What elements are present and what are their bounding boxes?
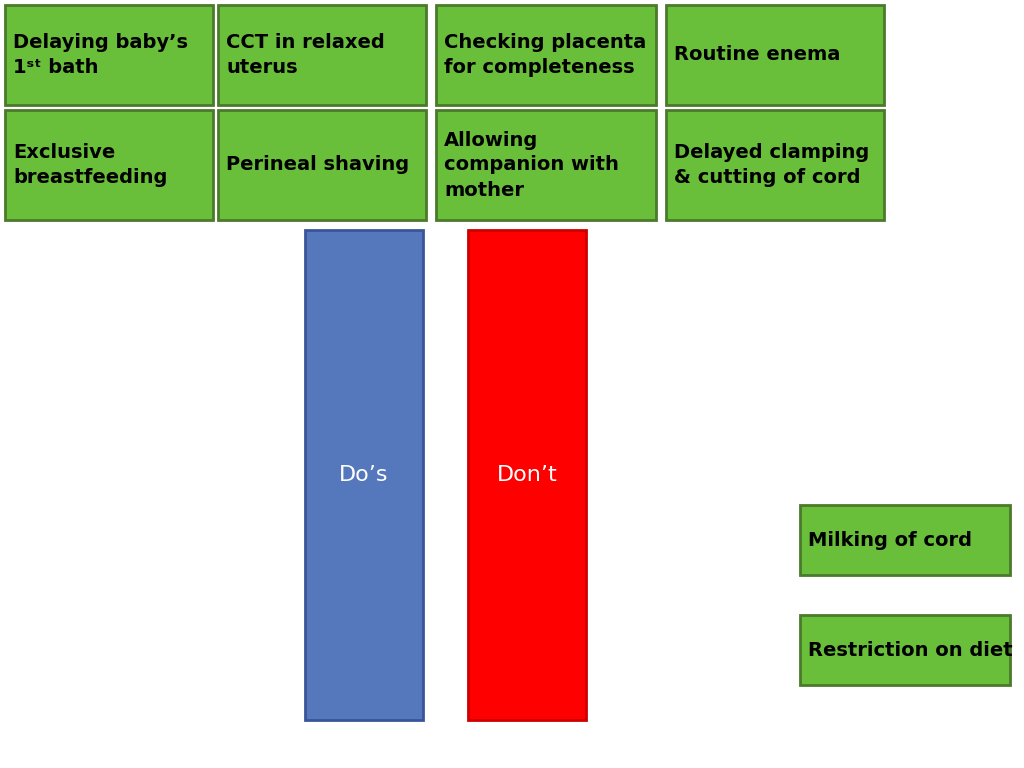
Text: Milking of cord: Milking of cord: [808, 531, 972, 549]
FancyBboxPatch shape: [218, 5, 426, 105]
Text: Do’s: Do’s: [339, 465, 389, 485]
Text: Restriction on diet: Restriction on diet: [808, 641, 1013, 660]
Text: Allowing
companion with
mother: Allowing companion with mother: [444, 131, 618, 200]
Text: Perineal shaving: Perineal shaving: [226, 155, 410, 174]
FancyBboxPatch shape: [666, 110, 884, 220]
Text: Delaying baby’s
1ˢᵗ bath: Delaying baby’s 1ˢᵗ bath: [13, 33, 188, 77]
Text: Routine enema: Routine enema: [674, 45, 841, 65]
FancyBboxPatch shape: [5, 110, 213, 220]
Text: Checking placenta
for completeness: Checking placenta for completeness: [444, 33, 646, 77]
FancyBboxPatch shape: [305, 230, 423, 720]
FancyBboxPatch shape: [666, 5, 884, 105]
FancyBboxPatch shape: [800, 505, 1010, 575]
Text: Exclusive
breastfeeding: Exclusive breastfeeding: [13, 143, 167, 187]
FancyBboxPatch shape: [5, 5, 213, 105]
Text: Delayed clamping
& cutting of cord: Delayed clamping & cutting of cord: [674, 143, 869, 187]
FancyBboxPatch shape: [468, 230, 586, 720]
FancyBboxPatch shape: [218, 110, 426, 220]
Text: CCT in relaxed
uterus: CCT in relaxed uterus: [226, 33, 385, 77]
FancyBboxPatch shape: [436, 5, 656, 105]
FancyBboxPatch shape: [436, 110, 656, 220]
Text: Don’t: Don’t: [497, 465, 557, 485]
FancyBboxPatch shape: [800, 615, 1010, 685]
